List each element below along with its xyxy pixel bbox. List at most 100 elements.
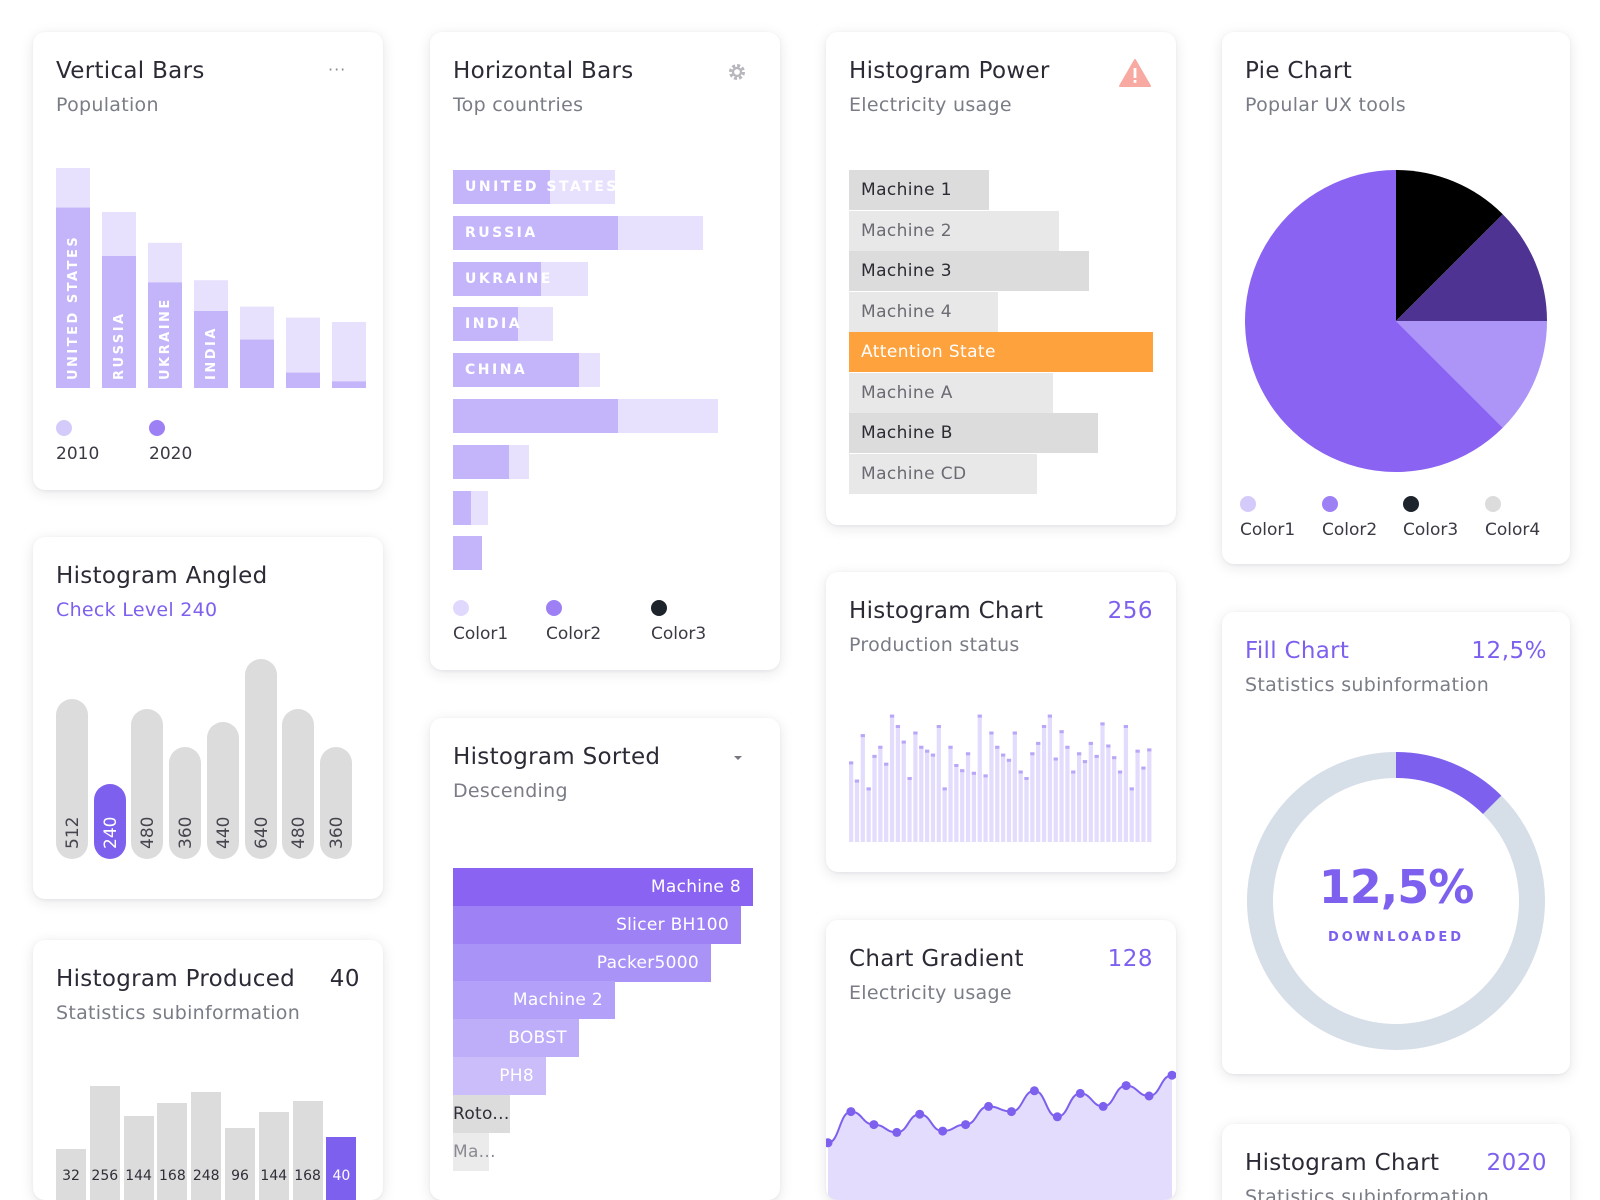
sorted-bar: PH8 — [453, 1057, 546, 1095]
card-subtitle: Electricity usage — [849, 982, 1012, 1004]
histogram-bar-cap — [907, 777, 912, 780]
card-title: Histogram Sorted — [453, 744, 661, 770]
data-point[interactable] — [915, 1109, 925, 1119]
histogram-bar — [1100, 722, 1105, 842]
legend-dot-color4 — [1485, 496, 1501, 512]
legend-label-2020: 2020 — [149, 444, 193, 464]
legend-label-color3: Color3 — [1403, 520, 1459, 540]
histogram-bar-cap — [1059, 730, 1064, 734]
histogram-bar-cap — [849, 761, 854, 765]
data-point[interactable] — [1029, 1086, 1039, 1096]
bar-color2 — [453, 353, 580, 388]
bar-value-label: 360 — [326, 816, 347, 849]
data-point[interactable] — [1167, 1070, 1177, 1080]
sorted-bar: Machine 8 — [453, 868, 753, 906]
data-point[interactable] — [984, 1101, 994, 1111]
histogram-bar-cap — [884, 762, 889, 766]
donut-plot — [1247, 752, 1545, 1050]
bar-2020 — [286, 372, 320, 388]
bar-value-label: 144 — [125, 1168, 152, 1184]
data-point[interactable] — [826, 1138, 833, 1148]
bar-value-label: 40 — [332, 1168, 351, 1184]
data-point[interactable] — [1075, 1088, 1085, 1098]
data-point[interactable] — [1098, 1101, 1108, 1111]
histogram-chart-2020-card: Histogram Chart Statistics subinformatio… — [1222, 1124, 1570, 1200]
bar-selected[interactable] — [93, 784, 126, 859]
histogram-bar — [960, 769, 965, 842]
data-point[interactable] — [938, 1126, 948, 1136]
card-title: Histogram Chart — [849, 598, 1044, 624]
pie-slice-color1 — [1396, 321, 1547, 428]
data-point[interactable] — [892, 1127, 902, 1137]
machine-bar: Machine CD — [849, 453, 1038, 494]
histogram-bar — [1147, 748, 1152, 842]
histogram-bar-cap — [1135, 749, 1140, 753]
histogram-bar-cap — [878, 745, 883, 749]
sorted-bar: Packer5000 — [453, 943, 711, 982]
histogram-bar — [849, 761, 854, 842]
histogram-bar-cap — [1047, 714, 1053, 718]
card-subtitle: Top countries — [453, 94, 584, 116]
card-value: 12,5% — [1471, 638, 1547, 664]
data-point[interactable] — [1144, 1091, 1154, 1101]
data-point[interactable] — [961, 1120, 971, 1130]
card-title: Chart Gradient — [849, 946, 1024, 972]
histogram-bar — [895, 725, 901, 842]
caret-down-icon[interactable] — [732, 754, 744, 762]
data-point[interactable] — [1006, 1107, 1016, 1117]
legend-dot-color1 — [453, 600, 469, 616]
histogram-bar-cap — [989, 731, 994, 735]
histogram-produced-card: Histogram Produced Statistics subinforma… — [33, 940, 383, 1200]
bar-value-label: 248 — [192, 1168, 220, 1184]
histogram-bar — [1006, 758, 1012, 842]
bar-value-label: 256 — [91, 1168, 119, 1184]
card-title: Histogram Produced — [56, 966, 296, 992]
data-point[interactable] — [1121, 1081, 1131, 1091]
legend-dot-color3 — [1403, 496, 1419, 512]
bar-2020 — [332, 381, 366, 388]
pie-plot — [1245, 170, 1547, 472]
bar[interactable] — [169, 746, 202, 859]
bar-category-label: UNITED STATES — [465, 179, 619, 195]
card-title: Horizontal Bars — [453, 58, 634, 84]
histogram-bar — [983, 774, 988, 842]
histogram-bar-cap — [971, 771, 977, 775]
bar-category-label: CHINA — [465, 362, 528, 379]
bar — [225, 1128, 255, 1200]
data-point[interactable] — [869, 1120, 879, 1130]
histogram-bar — [1088, 741, 1093, 842]
histogram-bar — [1030, 752, 1035, 842]
histogram-bar — [965, 752, 971, 842]
histogram-plot — [849, 714, 1152, 842]
legend-dot-color1 — [1240, 496, 1256, 512]
bar-2020 — [148, 282, 182, 388]
donut-progress-arc — [1395, 752, 1502, 815]
gear-icon[interactable] — [727, 62, 747, 82]
more-horizontal-icon[interactable]: ··· — [328, 60, 347, 79]
bar[interactable] — [244, 659, 277, 859]
machine-bar: Machine 4 — [849, 291, 998, 332]
bar[interactable] — [206, 721, 239, 859]
histogram-bar — [971, 771, 977, 842]
histogram-bar-cap — [1147, 748, 1152, 752]
bar[interactable] — [282, 709, 315, 859]
histogram-bar-cap — [919, 745, 924, 749]
histogram-bar — [1071, 770, 1076, 842]
histogram-bar — [872, 754, 877, 842]
data-point[interactable] — [846, 1107, 856, 1117]
bar-color2 — [453, 215, 618, 250]
histogram-angled-card: Histogram Angled Check Level 240 512 240 4… — [33, 537, 383, 899]
bar-value-label: 168 — [294, 1168, 321, 1184]
bar-2020 — [194, 311, 228, 388]
bar-value-label: 440 — [213, 816, 234, 849]
bar[interactable] — [56, 699, 88, 859]
bar[interactable] — [319, 746, 352, 859]
bar[interactable] — [131, 709, 164, 859]
data-point[interactable] — [1052, 1112, 1062, 1122]
card-title: Histogram Angled — [56, 563, 268, 589]
histogram-bar — [889, 714, 895, 842]
bar-value-label: 640 — [251, 816, 272, 849]
histogram-bar — [1041, 725, 1047, 842]
bar-value-label: 480 — [138, 816, 159, 849]
warning-icon[interactable] — [1118, 58, 1152, 88]
